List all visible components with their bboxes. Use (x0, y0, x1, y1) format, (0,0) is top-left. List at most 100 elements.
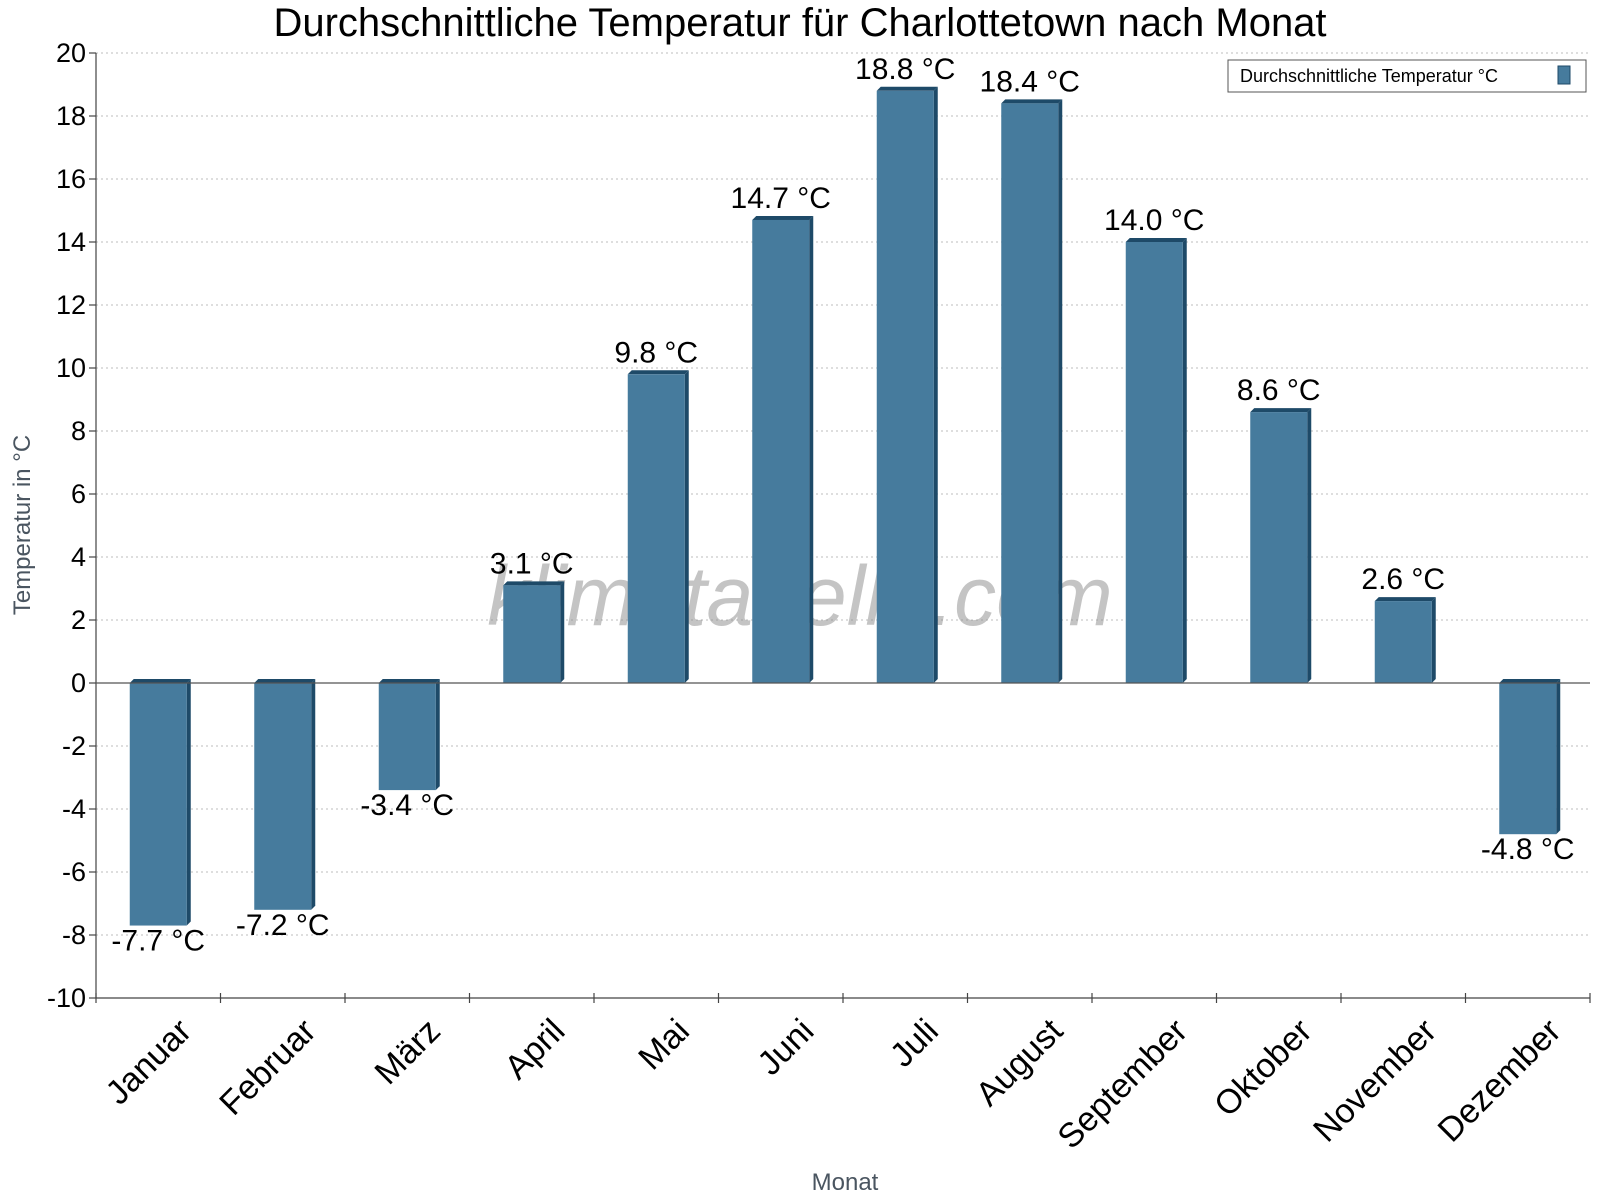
bar-top (1374, 597, 1436, 602)
bar-face (752, 219, 810, 683)
data-label: -7.7 °C (111, 925, 205, 958)
bar-side (809, 215, 814, 683)
x-tick-label: August (969, 1011, 1071, 1113)
bar-dezember (1499, 679, 1561, 835)
x-tick-label: November (1306, 1012, 1444, 1150)
bar-top (129, 679, 191, 683)
bar-side (186, 679, 191, 926)
x-tick-label: September (1050, 1012, 1194, 1156)
bar-februar (254, 679, 316, 910)
bar-face (1125, 242, 1183, 683)
bar-top (1001, 99, 1063, 104)
chart-title: Durchschnittliche Temperatur für Charlot… (273, 1, 1326, 45)
y-tick-label: 16 (56, 164, 86, 194)
legend-label: Durchschnittliche Temperatur °C (1240, 66, 1498, 86)
y-tick-label: 18 (56, 101, 86, 131)
data-label: 8.6 °C (1237, 374, 1321, 407)
y-tick-label: -10 (47, 983, 86, 1013)
bar-side (1431, 597, 1436, 683)
bar-top (752, 215, 814, 220)
bar-face (1374, 601, 1432, 683)
bar-side (1182, 238, 1187, 683)
legend-box (1227, 59, 1587, 93)
x-tick-label: März (368, 1012, 448, 1092)
bar-face (503, 585, 561, 683)
bar-märz (378, 679, 440, 791)
bar-face (876, 90, 934, 684)
bar-face (378, 683, 436, 791)
bar-face (1499, 683, 1557, 835)
bar-oktober (1250, 408, 1312, 683)
legend: Durchschnittliche Temperatur °C (1227, 59, 1587, 93)
bar-top (1125, 238, 1187, 242)
x-tick-label: April (497, 1012, 572, 1087)
bar-side (1556, 679, 1561, 835)
bar-top (1499, 679, 1561, 683)
bar-side (560, 581, 565, 683)
y-tick-label: -4 (62, 794, 86, 824)
bar-top (378, 679, 440, 683)
bar-side (1307, 408, 1312, 683)
bar-top (503, 581, 565, 586)
x-tick-label: Juni (750, 1012, 821, 1083)
x-tick-label: Mai (631, 1012, 697, 1078)
data-label: 18.4 °C (980, 65, 1080, 98)
bar-side (684, 370, 689, 683)
bar-face (254, 683, 312, 910)
y-tick-label: 0 (71, 668, 86, 698)
bar-top (1250, 408, 1312, 413)
x-tick-label: Februar (212, 1012, 323, 1123)
bars (129, 86, 1561, 926)
bar-top (254, 679, 316, 683)
bar-face (129, 683, 187, 926)
y-axis-label: Temperatur in °C (9, 435, 36, 615)
y-tick-label: 6 (71, 479, 86, 509)
y-tick-label: 2 (71, 605, 86, 635)
y-tick-label: -6 (62, 857, 86, 887)
x-tick-label: Januar (98, 1012, 198, 1112)
bar-side (933, 86, 938, 684)
bar-april (503, 581, 565, 683)
bar-juli (876, 86, 938, 684)
y-tick-label: 14 (56, 227, 86, 257)
x-tick-label: Oktober (1207, 1012, 1319, 1124)
y-tick-label: 12 (56, 290, 86, 320)
x-tick-label: Dezember (1431, 1012, 1569, 1150)
data-label: 18.8 °C (855, 53, 955, 86)
bar-september (1125, 238, 1187, 683)
bar-side (1058, 99, 1063, 683)
legend-swatch (1557, 65, 1571, 85)
bar-side (435, 679, 440, 791)
bar-top (876, 86, 938, 91)
bar-august (1001, 99, 1063, 683)
data-label: -3.4 °C (360, 789, 454, 822)
y-tick-label: 8 (71, 416, 86, 446)
data-label: 3.1 °C (490, 547, 574, 580)
x-axis-label: Monat (812, 1169, 879, 1196)
axes (89, 52, 1591, 1003)
gridlines (96, 52, 1590, 999)
data-labels: -7.7 °C -7.2 °C -3.4 °C 3.1 °C 9.8 °C 14.7 °C… (111, 53, 1574, 958)
bar-face (627, 374, 685, 683)
bar-top (627, 370, 689, 375)
x-tick-label: Juli (883, 1012, 946, 1075)
bar-januar (129, 679, 191, 926)
bar-face (1250, 412, 1308, 683)
data-label: 14.0 °C (1104, 204, 1204, 237)
y-tick-label: 20 (56, 38, 86, 68)
bar-side (311, 679, 316, 910)
bar-mai (627, 370, 689, 683)
data-label: 2.6 °C (1361, 563, 1445, 596)
y-tick-label: 4 (71, 542, 86, 572)
data-label: 14.7 °C (731, 182, 831, 215)
data-label: -7.2 °C (236, 909, 330, 942)
data-label: 9.8 °C (614, 336, 698, 369)
bar-face (1001, 103, 1059, 683)
bar-november (1374, 597, 1436, 683)
data-label: -4.8 °C (1481, 833, 1575, 866)
y-tick-label: -8 (62, 920, 86, 950)
bar-juni (752, 215, 814, 683)
y-tick-label: -2 (62, 731, 86, 761)
y-tick-label: 10 (56, 353, 86, 383)
